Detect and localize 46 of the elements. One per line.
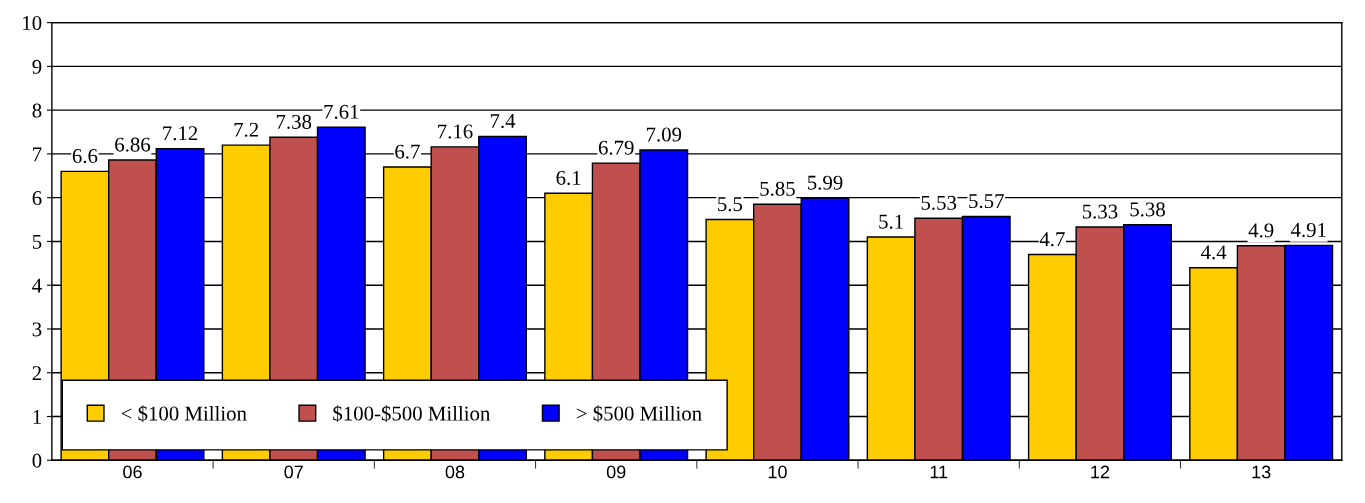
data-label: 5.38	[1130, 202, 1165, 217]
data-label: 5.5	[718, 197, 743, 212]
y-tick-label: 5	[32, 235, 42, 249]
y-tick-label: 6	[32, 191, 42, 206]
data-label: 4.9	[1248, 223, 1274, 238]
y-tick-label: 0	[32, 453, 42, 468]
y-tick-label: 2	[32, 366, 41, 380]
y-tick-label: 7	[33, 147, 42, 162]
legend-label: < $100 Million	[121, 405, 247, 422]
y-tick-label: 3	[32, 322, 42, 337]
x-tick-label: 12	[1091, 465, 1110, 479]
data-label: 5.57	[969, 194, 1004, 209]
legend-label: $100-$500 Million	[333, 405, 491, 422]
data-label: 7.61	[324, 104, 359, 119]
data-label: 5.33	[1082, 204, 1118, 219]
y-tick-label: 9	[32, 59, 42, 74]
legend-label: > $500 Million	[576, 405, 702, 422]
y-tick-label: 4	[32, 278, 42, 293]
data-label: 4.4	[1200, 245, 1227, 260]
data-label: 6.86	[115, 137, 151, 152]
data-label: 5.85	[760, 181, 795, 196]
data-label: 6.6	[72, 149, 98, 164]
data-label: 6.1	[556, 170, 581, 185]
x-tick-label: 09	[606, 465, 626, 479]
data-label: 7.16	[438, 124, 473, 139]
x-tick-label: 11	[930, 465, 948, 479]
x-tick-label: 06	[123, 465, 142, 479]
data-label: 7.38	[276, 114, 312, 129]
y-tick-label: 8	[32, 103, 42, 118]
data-label: 5.99	[808, 175, 843, 190]
x-tick-label: 10	[768, 465, 787, 479]
data-label: 5.53	[921, 195, 957, 210]
data-label: 6.7	[395, 144, 420, 159]
data-label: 4.7	[1039, 232, 1065, 247]
data-label: 7.12	[163, 126, 198, 141]
data-label: 7.4	[490, 114, 516, 129]
data-label: 4.91	[1290, 222, 1326, 238]
x-tick-label: 07	[284, 465, 303, 479]
x-tick-label: 13	[1252, 465, 1271, 479]
data-label: 7.09	[646, 127, 682, 142]
data-label: 7.2	[234, 122, 259, 137]
y-tick-label: 1	[33, 409, 41, 424]
data-label: 5.1	[879, 214, 903, 229]
data-label: 6.79	[598, 140, 634, 155]
y-tick-label: 10	[23, 16, 42, 31]
x-tick-label: 08	[445, 465, 465, 479]
